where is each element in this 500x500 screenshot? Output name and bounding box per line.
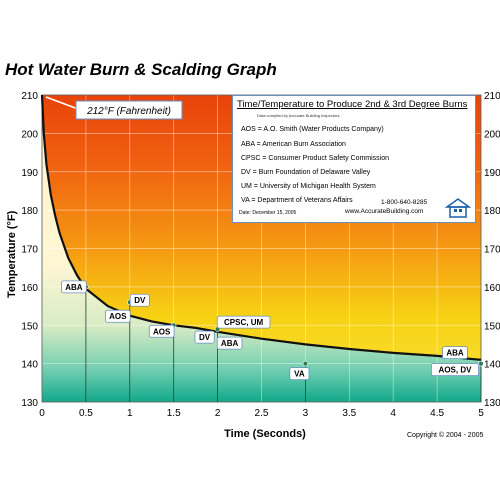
legend-website: www.AccurateBuilding.com xyxy=(345,208,424,215)
legend-subtitle: Data compiled by Accurate Building Inspe… xyxy=(257,113,340,118)
data-point xyxy=(478,360,484,367)
point-label: DV xyxy=(134,296,146,305)
point-label: VA xyxy=(294,370,305,379)
y-tick-label-right: 170 xyxy=(484,245,500,256)
y-tick-label-left: 130 xyxy=(21,398,38,409)
point-label: CPSC, UM xyxy=(224,318,263,327)
legend-item-cpsc: CPSC = Consumer Product Safety Commissio… xyxy=(241,155,390,162)
y-tick-label-left: 150 xyxy=(21,321,38,332)
y-tick-label-left: 190 xyxy=(21,168,38,179)
y-axis-label: Temperature (°F) xyxy=(6,210,18,298)
y-tick-label-left: 170 xyxy=(21,245,38,256)
data-point xyxy=(302,360,309,367)
point-label: DV xyxy=(199,333,211,342)
x-tick-label: 1 xyxy=(127,408,133,419)
x-tick-label: 3 xyxy=(303,408,309,419)
x-tick-label: 2 xyxy=(215,408,221,419)
annotation-pointer xyxy=(45,96,79,110)
point-label-box xyxy=(61,280,87,294)
point-label-box xyxy=(129,293,150,307)
y-tick-label-left: 160 xyxy=(21,283,38,294)
y-tick-label-right: 190 xyxy=(484,168,500,179)
y-tick-label-left: 180 xyxy=(21,206,38,217)
legend-item-um: UM = University of Michigan Health Syste… xyxy=(241,183,376,190)
point-label-box xyxy=(216,336,243,350)
point-label: AOS, DV xyxy=(439,366,473,375)
legend-title: Time/Temperature to Produce 2nd & 3rd De… xyxy=(237,99,468,110)
x-axis-label: Time (Seconds) xyxy=(224,428,306,440)
y-tick-label-left: 210 xyxy=(21,91,38,102)
point-label: ABA xyxy=(65,283,83,292)
point-label: AOS xyxy=(153,327,171,336)
legend-item-va: VA = Department of Veterans Affairs xyxy=(241,197,353,204)
chart-title: Hot Water Burn & Scalding Graph xyxy=(5,60,277,79)
legend-date: Date: December 15, 2005 xyxy=(239,210,297,216)
point-label-box xyxy=(430,363,479,377)
legend-item-aba: ABA = American Burn Association xyxy=(241,141,346,148)
copyright: Copyright © 2004 - 2005 xyxy=(407,432,484,439)
y-tick-label-right: 160 xyxy=(484,283,500,294)
x-tick-label: 4.5 xyxy=(430,408,444,419)
x-tick-label: 0.5 xyxy=(79,408,93,419)
y-tick-label-right: 150 xyxy=(484,321,500,332)
point-label-box xyxy=(194,330,215,344)
y-tick-label-right: 210 xyxy=(484,91,500,102)
point-label: AOS xyxy=(109,312,127,321)
point-label-box xyxy=(216,315,271,329)
x-tick-label: 4 xyxy=(390,408,396,419)
legend-item-dv: DV = Burn Foundation of Delaware Valley xyxy=(241,169,371,176)
y-tick-label-right: 180 xyxy=(484,206,500,217)
y-tick-label-right: 140 xyxy=(484,360,500,371)
annotation-box xyxy=(75,100,183,120)
point-label-box xyxy=(148,324,175,338)
legend-item-aos: AOS = A.O. Smith (Water Products Company… xyxy=(241,126,384,133)
point-label: ABA xyxy=(221,339,239,348)
x-tick-label: 3.5 xyxy=(342,408,356,419)
y-tick-label-left: 140 xyxy=(21,360,38,371)
legend-phone: 1-800-640-8285 xyxy=(381,199,428,206)
y-tick-label-left: 200 xyxy=(21,129,38,140)
x-tick-label: 0 xyxy=(39,408,45,419)
point-label-box xyxy=(289,367,310,381)
house-icon xyxy=(445,198,471,218)
y-tick-label-right: 130 xyxy=(484,398,500,409)
x-tick-label: 5 xyxy=(478,408,484,419)
x-tick-label: 1.5 xyxy=(167,408,181,419)
legend-box: Time/Temperature to Produce 2nd & 3rd De… xyxy=(232,95,476,223)
annotation-text: 212°F (Fahrenheit) xyxy=(86,106,171,117)
x-tick-label: 2.5 xyxy=(255,408,269,419)
point-label: ABA xyxy=(446,349,464,358)
y-tick-label-right: 200 xyxy=(484,129,500,140)
point-label-box xyxy=(105,309,131,323)
point-label-box xyxy=(442,346,468,360)
